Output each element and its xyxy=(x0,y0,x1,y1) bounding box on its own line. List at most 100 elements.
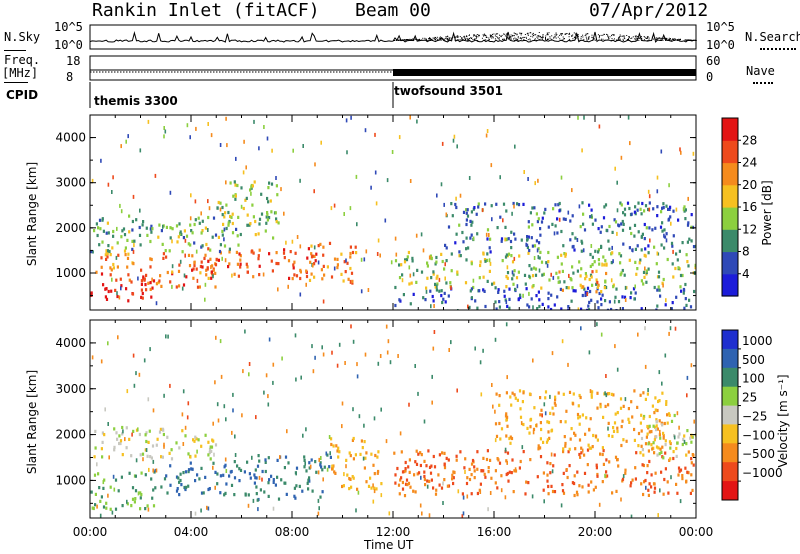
power-cell xyxy=(589,264,592,268)
power-cell xyxy=(149,281,152,285)
power-cell xyxy=(291,277,294,281)
velocity-speckle xyxy=(344,361,346,365)
velocity-cell xyxy=(591,390,594,394)
power-speckle xyxy=(280,187,282,192)
velocity-cell xyxy=(146,454,149,458)
power-cell xyxy=(207,215,210,220)
velocity-cell xyxy=(658,452,661,456)
velocity-cell xyxy=(455,458,458,462)
velocity-cell xyxy=(404,460,407,465)
power-cell xyxy=(158,223,161,227)
nsearch-dot xyxy=(614,38,615,40)
power-cell xyxy=(684,217,687,221)
power-cell xyxy=(675,252,678,256)
power-cell xyxy=(102,283,105,287)
velocity-cell xyxy=(125,426,128,430)
power-speckle xyxy=(491,217,493,222)
power-speckle xyxy=(184,238,187,243)
power-cell xyxy=(239,254,242,258)
velocity-cell xyxy=(202,491,205,495)
power-cell xyxy=(552,207,555,211)
power-cell xyxy=(222,222,225,226)
power-cell xyxy=(313,254,316,258)
velocity-cell xyxy=(595,463,598,467)
velocity-cell xyxy=(394,473,397,477)
velocity-speckle xyxy=(206,505,208,510)
power-cbar-swatch xyxy=(722,184,738,208)
velocity-cell xyxy=(320,465,323,469)
power-cell xyxy=(610,261,613,265)
power-cell xyxy=(587,304,590,308)
velocity-speckle xyxy=(312,369,315,374)
velocity-cell xyxy=(346,473,349,477)
power-cell xyxy=(690,213,693,217)
power-cell xyxy=(192,267,195,271)
power-cell xyxy=(292,263,295,267)
velocity-speckle xyxy=(304,461,306,466)
velocity-speckle xyxy=(419,503,422,508)
velocity-cell xyxy=(484,475,487,479)
power-speckle xyxy=(444,262,446,267)
velocity-cell xyxy=(418,471,421,475)
velocity-cell xyxy=(620,425,623,429)
velocity-cell xyxy=(377,450,380,454)
power-cell xyxy=(105,257,108,261)
velocity-cell xyxy=(175,441,178,445)
velocity-cell xyxy=(429,471,433,475)
velocity-cell xyxy=(624,468,627,472)
power-speckle xyxy=(118,295,121,300)
power-speckle xyxy=(486,129,489,133)
power-cell xyxy=(656,214,659,218)
power-speckle xyxy=(550,272,552,277)
power-cell xyxy=(308,278,312,282)
nsearch-dot xyxy=(475,35,477,37)
power-cell xyxy=(659,225,663,229)
velocity-cell xyxy=(633,389,636,393)
power-cell xyxy=(580,285,583,289)
power-cell xyxy=(275,251,278,255)
velocity-cell xyxy=(148,429,151,433)
power-cell xyxy=(643,253,646,257)
nsearch-dot xyxy=(483,35,484,37)
velocity-cell xyxy=(407,465,410,469)
nsearch-dot xyxy=(510,37,512,39)
power-speckle xyxy=(656,251,659,256)
power-speckle xyxy=(467,304,469,309)
power-speckle xyxy=(558,217,561,222)
power-speckle xyxy=(472,278,475,283)
power-cell xyxy=(138,233,142,237)
nsearch-dot xyxy=(513,38,514,40)
velocity-cell xyxy=(287,461,290,465)
power-cell xyxy=(474,299,477,303)
velocity-cell xyxy=(452,476,455,480)
nsearch-dot xyxy=(602,38,604,40)
power-cell xyxy=(109,266,112,270)
nsearch-tick-bottom: 10^0 xyxy=(706,38,735,52)
power-cell xyxy=(147,281,150,285)
velocity-speckle xyxy=(182,442,185,446)
velocity-cell xyxy=(546,461,549,465)
nsearch-dot xyxy=(652,36,653,38)
nsearch-dot xyxy=(398,39,400,41)
power-cell xyxy=(266,213,269,217)
power-cell xyxy=(684,297,687,301)
power-cell xyxy=(672,209,675,213)
power-cell xyxy=(165,225,168,229)
power-speckle xyxy=(627,115,630,120)
velocity-cell xyxy=(348,477,351,481)
power-cell xyxy=(671,301,674,305)
power-speckle xyxy=(612,259,614,264)
power-cell xyxy=(469,289,472,293)
power-cell xyxy=(268,181,271,185)
power-cell xyxy=(145,288,148,292)
power-cell xyxy=(106,251,109,256)
power-speckle xyxy=(453,134,456,139)
velocity-cell xyxy=(412,489,415,493)
velocity-cell xyxy=(654,408,657,412)
velocity-speckle xyxy=(357,490,360,495)
velocity-speckle xyxy=(500,488,503,493)
power-cell xyxy=(254,219,257,224)
velocity-cell xyxy=(222,473,225,477)
velocity-cell xyxy=(662,436,665,440)
nsearch-dot xyxy=(411,38,413,40)
